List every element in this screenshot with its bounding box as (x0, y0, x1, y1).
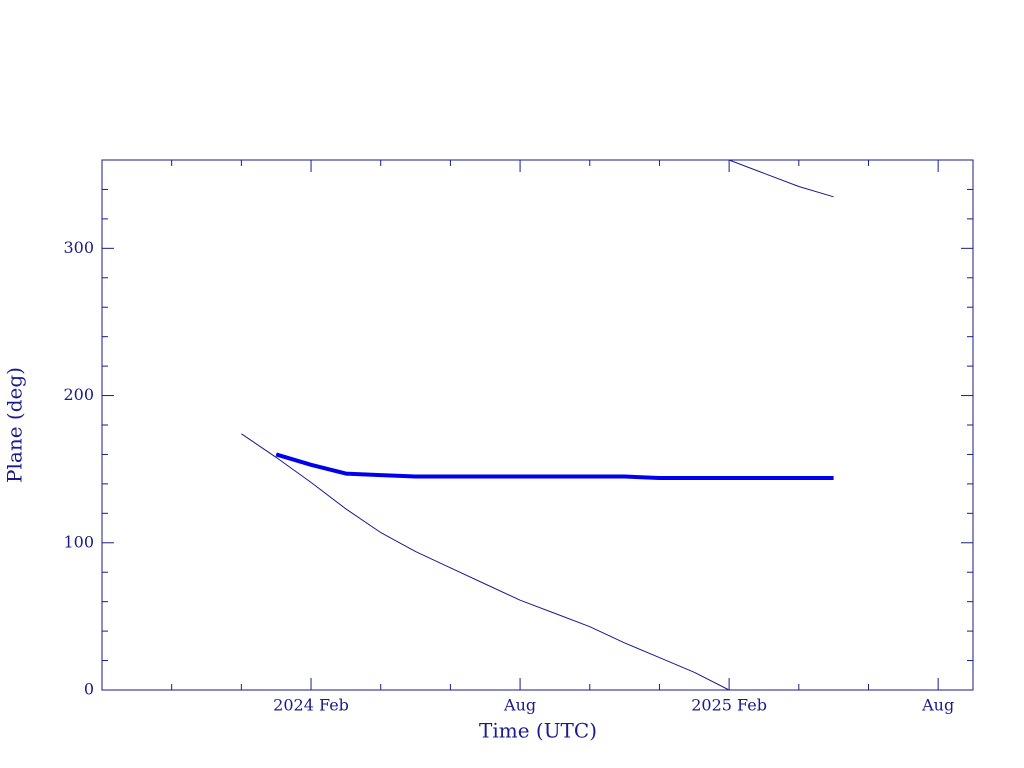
y-axis-label: Plane (deg) (3, 367, 27, 483)
x-tick-label: 2024 Feb (273, 696, 349, 715)
data-line (241, 433, 730, 691)
y-tick-label: 0 (84, 680, 94, 699)
data-line (275, 452, 834, 480)
y-tick-label: 200 (63, 385, 94, 404)
y-tick-label: 100 (63, 532, 94, 551)
x-tick-label: Aug (503, 696, 536, 715)
x-tick-label: 2025 Feb (691, 696, 767, 715)
x-axis-label: Time (UTC) (479, 719, 597, 743)
data-line (728, 159, 834, 198)
plot-frame (101, 159, 974, 691)
y-tick-label: 300 (63, 238, 94, 257)
x-tick-label: Aug (921, 696, 954, 715)
